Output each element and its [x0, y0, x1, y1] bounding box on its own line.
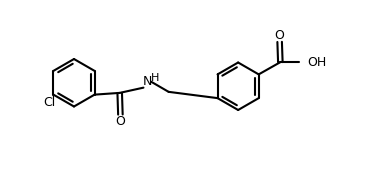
Text: OH: OH: [307, 56, 326, 69]
Text: O: O: [275, 29, 284, 42]
Text: Cl: Cl: [43, 96, 55, 109]
Text: O: O: [116, 115, 125, 128]
Text: H: H: [151, 73, 159, 83]
Text: N: N: [143, 75, 152, 88]
